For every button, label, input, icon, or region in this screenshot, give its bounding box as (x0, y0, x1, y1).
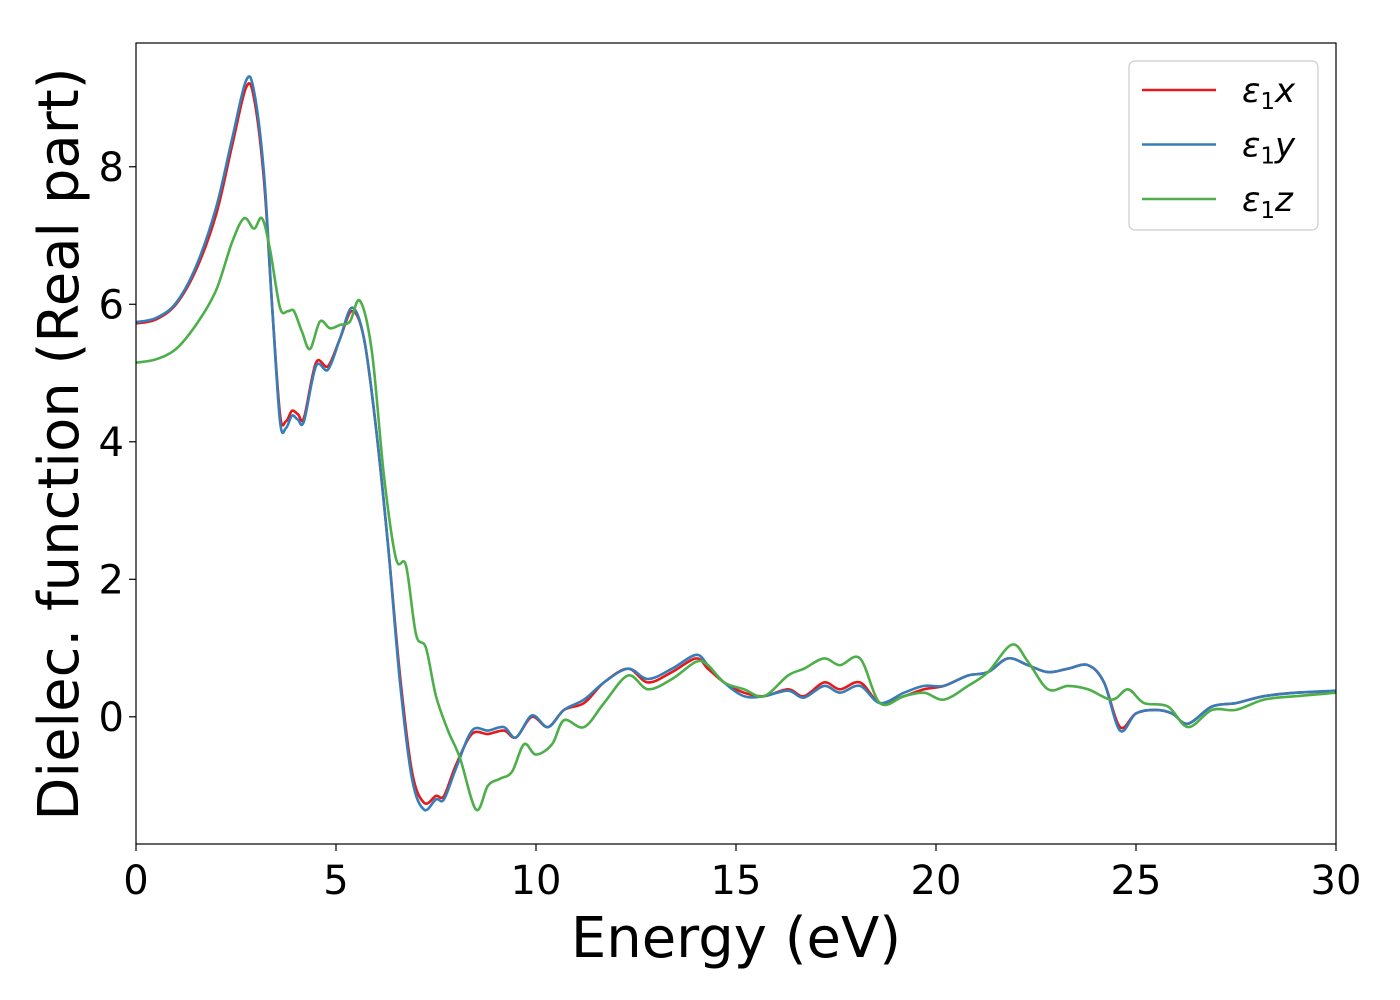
y-tick-label: 8 (99, 145, 124, 191)
y-axis-label: Dielec. function (Real part) (27, 67, 92, 820)
x-tick-label: 30 (1311, 858, 1362, 904)
x-tick-label: 5 (323, 858, 348, 904)
y-tick-label: 0 (99, 695, 124, 741)
series-line-z (135, 216, 1337, 812)
x-tick-label: 25 (1111, 858, 1162, 904)
y-axis: 0 2 4 6 8 (99, 145, 136, 741)
y-tick-label: 4 (99, 420, 124, 466)
series-line-y (135, 75, 1337, 812)
legend-label-y: ε1y (1242, 126, 1296, 170)
y-tick-label: 6 (99, 282, 124, 328)
legend: ε1x ε1y ε1z (1128, 60, 1319, 231)
legend-label-x: ε1x (1242, 71, 1296, 115)
plot-area (135, 75, 1337, 812)
x-tick-label: 10 (511, 858, 562, 904)
x-axis-label: Energy (eV) (571, 906, 901, 971)
x-axis: 0 5 10 15 20 25 30 (123, 844, 1361, 904)
legend-box (1128, 60, 1319, 231)
legend-label-z: ε1z (1242, 180, 1294, 224)
x-tick-label: 0 (123, 858, 148, 904)
x-tick-label: 20 (911, 858, 962, 904)
x-tick-label: 15 (711, 858, 762, 904)
y-tick-label: 2 (99, 557, 124, 603)
